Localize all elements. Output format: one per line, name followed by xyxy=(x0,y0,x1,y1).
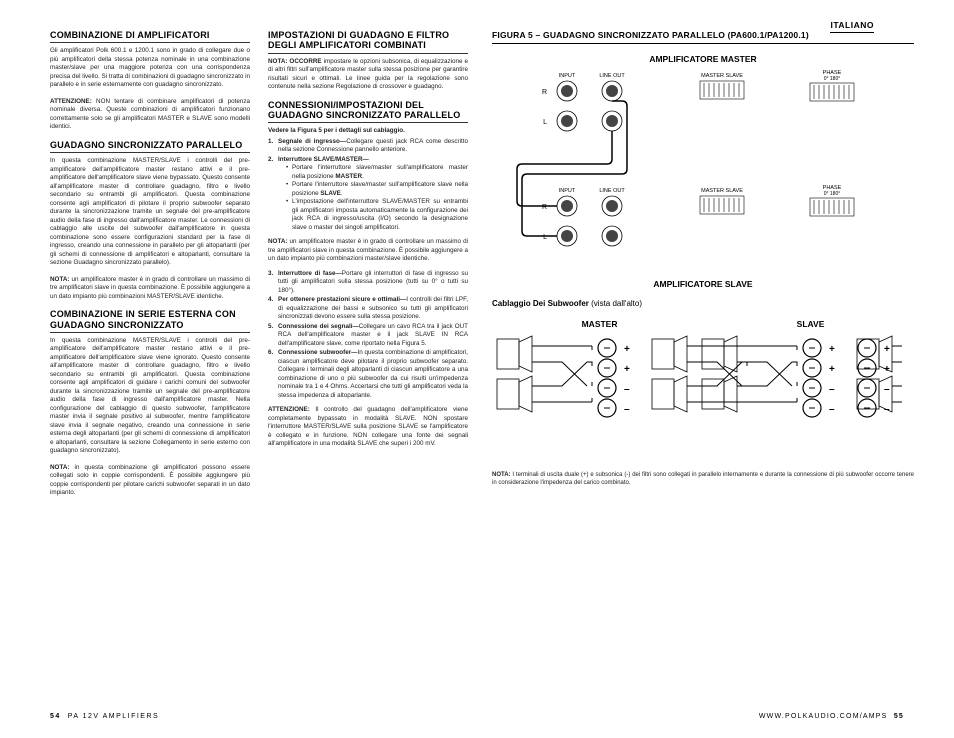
bullet-item: Portare l'interruttore slave/master sull… xyxy=(286,181,468,198)
note-label: NOTA: xyxy=(492,472,511,478)
body-text: NOTA: in questa combinazione gli amplifi… xyxy=(50,464,250,498)
heading-serie-esterna: COMBINAZIONE IN SERIE ESTERNA CON GUADAG… xyxy=(50,309,250,333)
sub-title-text: Cablaggio Dei Subwoofer xyxy=(492,299,589,308)
list-item: Segnale di ingresso—Collegare questi jac… xyxy=(268,138,468,155)
svg-text:MASTER SLAVE: MASTER SLAVE xyxy=(701,188,743,194)
note-label: NOTA: OCCORRE xyxy=(268,58,322,65)
item-label: Per ottenere prestazioni sicure e ottima… xyxy=(278,296,406,303)
item-bold: SLAVE xyxy=(320,190,341,197)
svg-text:+: + xyxy=(624,344,630,355)
svg-text:–: – xyxy=(884,384,890,395)
item-bold: MASTER xyxy=(335,173,362,180)
page-number-left: 54 xyxy=(50,713,61,720)
item-label: Interruttore SLAVE/MASTER— xyxy=(278,156,369,163)
body-text: NOTA: OCCORRE impostare le opzioni subso… xyxy=(268,58,468,92)
svg-text:0° 180°: 0° 180° xyxy=(824,191,841,197)
svg-text:–: – xyxy=(884,404,890,415)
list-item: Connessione dei segnali—Collegare un cav… xyxy=(268,323,468,349)
heading-impostazioni: IMPOSTAZIONI DI GUADAGNO E FILTRO DEGLI … xyxy=(268,30,468,54)
svg-text:L: L xyxy=(543,234,547,241)
ms-label: MASTER SLAVE xyxy=(701,73,743,79)
wiring-labels: MASTER SLAVE xyxy=(492,314,914,334)
heading-guadagno-parallelo: GUADAGNO SINCRONIZZATO PARALLELO xyxy=(50,140,250,153)
footer-right: WWW.POLKAUDIO.COM/AMPS 55 xyxy=(759,713,904,720)
svg-text:+: + xyxy=(624,364,630,375)
subwoofer-title: Cablaggio Dei Subwoofer (vista dall'alto… xyxy=(492,299,914,308)
svg-text:–: – xyxy=(624,404,630,415)
page-spread: COMBINAZIONE DI AMPLIFICATORI Gli amplif… xyxy=(0,0,954,738)
item-label: Connessione subwoofer— xyxy=(278,349,357,356)
item-label: Segnale di ingresso— xyxy=(278,138,346,145)
note-label: NOTA: xyxy=(268,238,287,245)
ordered-list: Segnale di ingresso—Collegare questi jac… xyxy=(268,138,468,233)
item-label: Connessione dei segnali— xyxy=(278,323,359,330)
svg-text:R: R xyxy=(542,204,547,211)
note-label: NOTA: xyxy=(50,464,69,471)
amp-slave-label: AMPLIFICATORE SLAVE xyxy=(492,279,914,289)
body-text: NOTA: un amplificatore master è in grado… xyxy=(50,276,250,302)
item-text: Portare l'interruttore slave/master sull… xyxy=(292,164,468,180)
note-text: I terminali di uscita duale (+) e subson… xyxy=(492,472,914,486)
body-text: un amplificatore master è in grado di co… xyxy=(268,238,468,262)
lineout-label: LINE OUT xyxy=(599,73,625,79)
svg-text:–: – xyxy=(624,384,630,395)
master-label: MASTER xyxy=(582,319,618,329)
bullet-item: L'impostazione dell'interruttore SLAVE/M… xyxy=(286,198,468,232)
body-text: ATTENZIONE: Il controllo del guadagno de… xyxy=(268,406,468,449)
item-label: Interruttore di fase— xyxy=(278,270,342,277)
body-text: in questa combinazione gli amplificatori… xyxy=(50,464,250,497)
body-text: NOTA: un amplificatore master è in grado… xyxy=(268,238,468,264)
body-text: Gli amplificatori Polk 600.1 e 1200.1 so… xyxy=(50,47,250,90)
column-1: COMBINAZIONE DI AMPLIFICATORI Gli amplif… xyxy=(50,30,250,713)
list-item: Interruttore SLAVE/MASTER— Portare l'int… xyxy=(268,156,468,233)
item-text: Portare l'interruttore slave/master sull… xyxy=(292,181,468,197)
body-text: un amplificatore master è in grado di co… xyxy=(50,276,250,300)
svg-text:+: + xyxy=(884,364,890,375)
left-page: COMBINAZIONE DI AMPLIFICATORI Gli amplif… xyxy=(50,30,472,713)
heading-connessioni: CONNESSIONI/IMPOSTAZIONI DEL GUADAGNO SI… xyxy=(268,100,468,124)
amplifier-diagram: INPUT LINE OUT R L MASTER SLAVE PHASE 0°… xyxy=(492,69,902,274)
page-number-right: 55 xyxy=(894,713,904,720)
bullet-item: Portare l'interruttore slave/master sull… xyxy=(286,164,468,181)
list-item: Interruttore di fase—Portare gli interru… xyxy=(268,270,468,296)
r-label: R xyxy=(542,89,547,96)
list-item: Connessione subwoofer—In questa combinaz… xyxy=(268,349,468,400)
language-tag: ITALIANO xyxy=(830,20,874,33)
svg-text:INPUT: INPUT xyxy=(559,188,576,194)
body-text: In questa combinazione MASTER/SLAVE i co… xyxy=(50,157,250,268)
svg-text:LINE OUT: LINE OUT xyxy=(599,188,625,194)
list-item: Per ottenere prestazioni sicure e ottima… xyxy=(268,296,468,322)
footer-text-right: WWW.POLKAUDIO.COM/AMPS xyxy=(759,713,888,720)
bullet-list: Portare l'interruttore slave/master sull… xyxy=(278,164,468,232)
note-label: NOTA: xyxy=(50,276,69,283)
right-page: FIGURA 5 – GUADAGNO SINCRONIZZATO PARALL… xyxy=(492,30,914,713)
body-text: In questa combinazione MASTER/SLAVE i co… xyxy=(50,337,250,456)
ordered-list: Interruttore di fase—Portare gli interru… xyxy=(268,270,468,401)
body-text: ATTENZIONE: NON tentare di combinare amp… xyxy=(50,98,250,132)
svg-text:+: + xyxy=(884,344,890,355)
l-label: L xyxy=(543,119,547,126)
sub-title-suffix: (vista dall'alto) xyxy=(589,299,642,308)
item-text: In questa combinazione di amplificatori,… xyxy=(278,349,468,399)
heading-combinazione: COMBINAZIONE DI AMPLIFICATORI xyxy=(50,30,250,43)
amp-master-label: AMPLIFICATORE MASTER xyxy=(492,54,914,64)
attention-label: ATTENZIONE: xyxy=(268,406,310,413)
input-label: INPUT xyxy=(559,73,576,79)
sub-heading: Vedere la Figura 5 per i dettagli sul ca… xyxy=(268,127,468,136)
slave-label: SLAVE xyxy=(797,319,825,329)
attention-label: ATTENZIONE: xyxy=(50,98,92,105)
footer-note: NOTA: I terminali di uscita duale (+) e … xyxy=(492,472,914,488)
footer-text-left: PA 12V AMPLIFIERS xyxy=(68,713,160,720)
footer-left: 54 PA 12V AMPLIFIERS xyxy=(50,713,159,720)
deg-label: 0° 180° xyxy=(824,76,841,82)
subwoofer-wiring-diagram: + + – – + xyxy=(492,334,902,464)
column-2: IMPOSTAZIONI DI GUADAGNO E FILTRO DEGLI … xyxy=(268,30,468,713)
